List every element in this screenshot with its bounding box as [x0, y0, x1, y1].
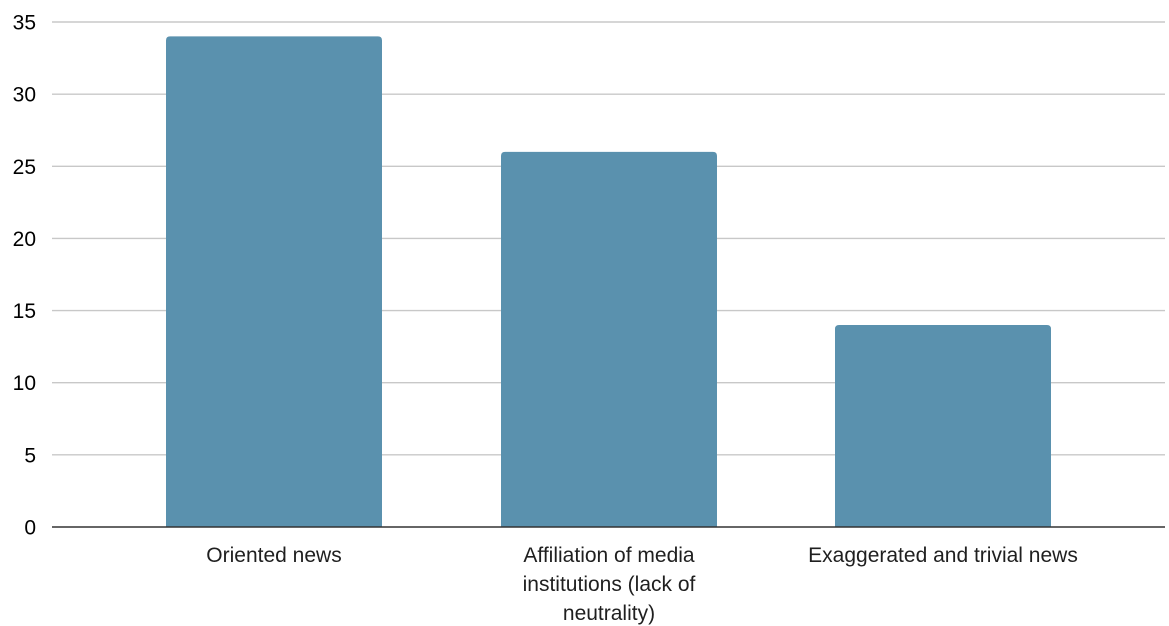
y-tick-label: 25	[13, 156, 36, 179]
x-category-label: institutions (lack of	[523, 573, 696, 596]
bar-3	[835, 325, 1051, 527]
y-tick-label: 0	[24, 517, 36, 540]
x-category-label: Affiliation of media	[523, 544, 695, 567]
x-category-label: neutrality)	[563, 602, 655, 625]
x-category-label: Oriented news	[206, 544, 341, 567]
x-category-label: Exaggerated and trivial news	[808, 544, 1078, 567]
bars	[166, 36, 1051, 528]
y-tick-label: 30	[13, 84, 36, 107]
bar-1	[166, 36, 382, 528]
y-tick-label: 35	[13, 12, 36, 35]
y-axis-tick-labels: 0 5 10 15 20 25 30 35	[13, 12, 36, 540]
bar-2	[501, 151, 717, 527]
x-axis-category-labels: Oriented news Affiliation of media institu…	[206, 544, 1078, 625]
y-tick-label: 5	[24, 444, 36, 467]
y-tick-label: 20	[13, 228, 36, 251]
y-tick-label: 15	[13, 300, 36, 323]
y-tick-label: 10	[13, 372, 36, 395]
